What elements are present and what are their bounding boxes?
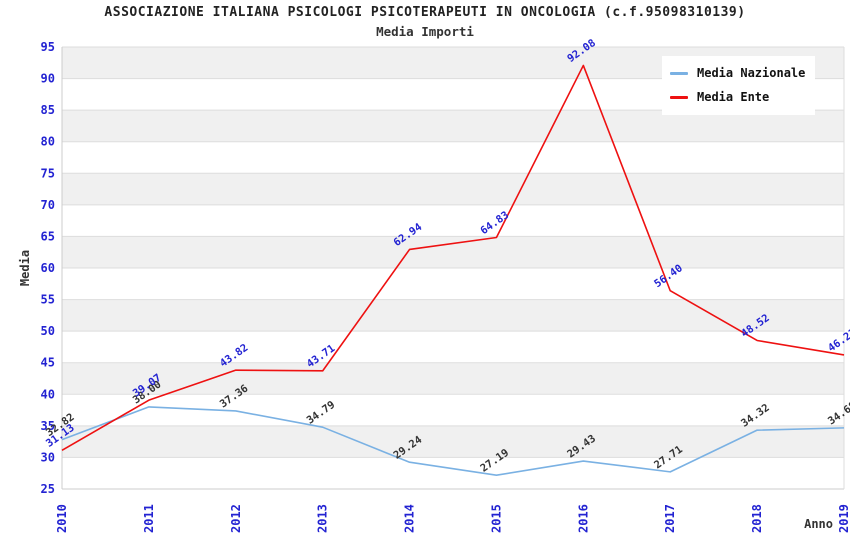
plot-band <box>62 299 844 332</box>
y-tick-label: 85 <box>41 103 55 117</box>
plot-band <box>62 362 844 395</box>
series-line-media-ente <box>61 64 845 451</box>
plot-band <box>62 110 844 142</box>
x-tick-label: 2011 <box>142 504 156 533</box>
x-axis-title: Anno <box>804 517 833 531</box>
media-ente-line-swatch <box>670 95 688 99</box>
legend-item-media-ente: Media Ente <box>670 85 805 109</box>
series-line-media-nazionale <box>61 406 845 476</box>
plot-band <box>62 425 844 458</box>
chart-subtitle: Media Importi <box>376 24 474 39</box>
y-tick-label: 65 <box>41 229 55 243</box>
y-tick-label: 40 <box>41 387 55 401</box>
y-tick-label: 45 <box>41 356 55 370</box>
y-tick-label: 30 <box>41 450 55 464</box>
plot-band <box>62 394 844 426</box>
plot-band <box>62 236 844 268</box>
y-tick-label: 80 <box>41 135 55 149</box>
x-tick-label: 2019 <box>837 504 850 533</box>
media-nazionale-line-swatch <box>670 71 688 75</box>
legend: Media Nazionale Media Ente <box>662 56 816 115</box>
x-tick-label: 2015 <box>489 504 503 533</box>
y-tick-label: 35 <box>41 419 55 433</box>
x-tick-label: 2013 <box>316 504 330 533</box>
x-tick-label: 2014 <box>403 504 417 533</box>
plot-band <box>62 331 844 363</box>
plot-band <box>62 268 844 300</box>
y-axis-title: Media <box>18 250 32 286</box>
y-tick-label: 50 <box>41 324 55 338</box>
plot-band <box>62 173 844 205</box>
legend-item-media-nazionale: Media Nazionale <box>670 61 805 85</box>
y-tick-label: 70 <box>41 198 55 212</box>
x-tick-label: 2010 <box>55 504 69 533</box>
y-tick-label: 95 <box>41 40 55 54</box>
y-tick-label: 60 <box>41 261 55 275</box>
x-tick-label: 2012 <box>229 504 243 533</box>
chart-title: ASSOCIAZIONE ITALIANA PSICOLOGI PSICOTER… <box>104 5 746 20</box>
x-tick-label: 2018 <box>750 504 764 533</box>
legend-label-media-ente: Media Ente <box>697 90 770 104</box>
y-tick-label: 90 <box>41 72 55 86</box>
x-tick-label: 2017 <box>663 504 677 533</box>
y-tick-label: 55 <box>41 293 55 307</box>
y-tick-label: 75 <box>41 166 55 180</box>
plot-band <box>62 141 844 174</box>
plot-band <box>62 204 844 237</box>
y-tick-label: 25 <box>41 482 55 496</box>
plot-band <box>62 457 844 489</box>
legend-label-media-nazionale: Media Nazionale <box>697 66 806 80</box>
x-tick-label: 2016 <box>576 504 590 533</box>
